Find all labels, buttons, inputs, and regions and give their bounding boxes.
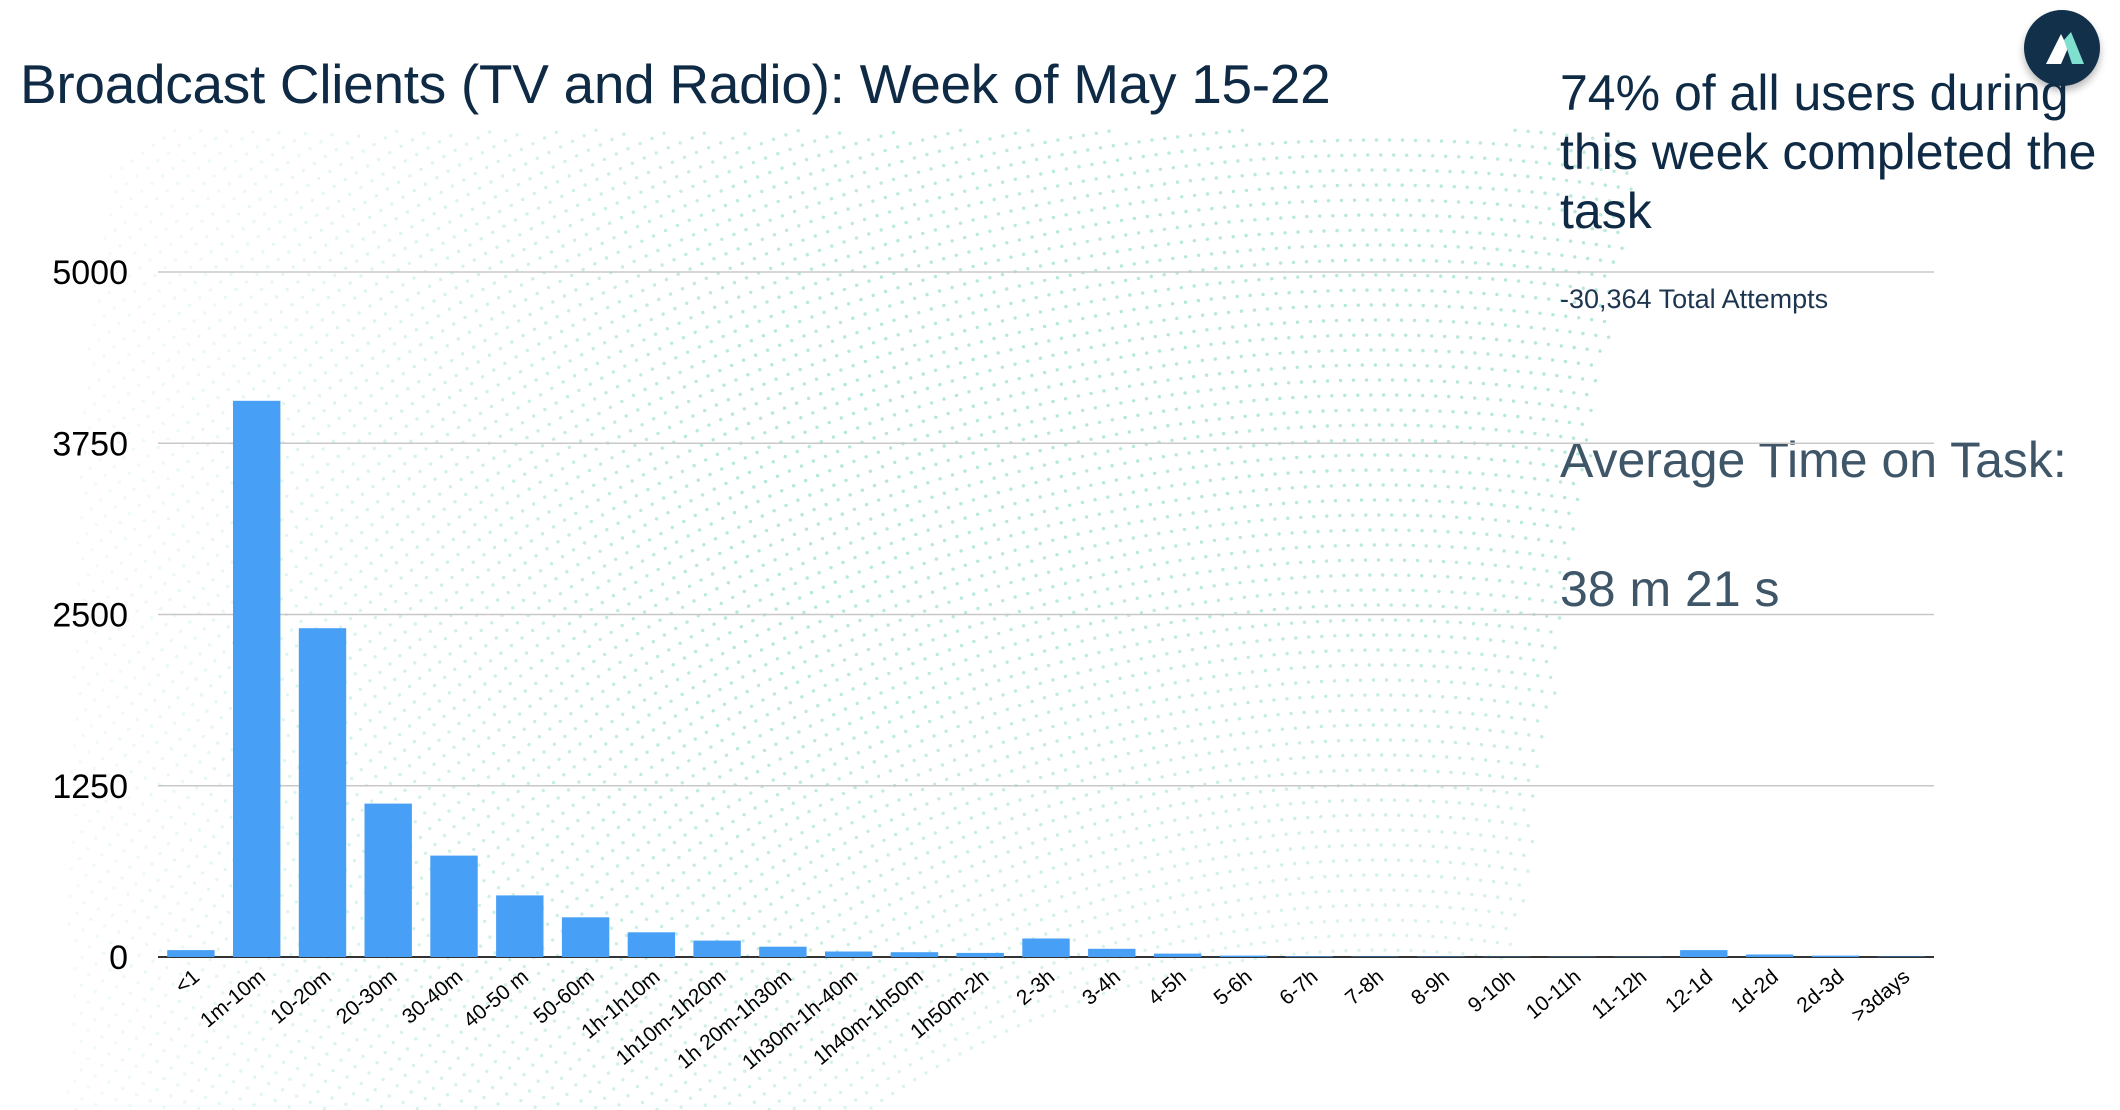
y-tick-label: 1250 bbox=[52, 768, 128, 806]
x-tick-label: 7-8h bbox=[1341, 965, 1388, 1010]
bar bbox=[890, 952, 939, 957]
bar bbox=[233, 400, 281, 957]
bar bbox=[1088, 948, 1136, 957]
bar bbox=[1680, 950, 1728, 957]
x-tick-label: 1h30m-1h-40m bbox=[738, 965, 862, 1074]
y-tick-label: 0 bbox=[109, 939, 128, 977]
x-tick-label: 20-30m bbox=[332, 965, 401, 1028]
bar bbox=[759, 946, 807, 957]
bar bbox=[1153, 953, 1202, 957]
bar bbox=[298, 628, 347, 957]
x-tick-label: 4-5h bbox=[1144, 965, 1191, 1010]
x-tick-label: 40-50 m bbox=[459, 965, 533, 1032]
x-tick-label: 11-12h bbox=[1588, 965, 1652, 1024]
bar bbox=[1022, 938, 1070, 957]
x-tick-label: 8-9h bbox=[1407, 965, 1454, 1010]
bar bbox=[1219, 955, 1268, 957]
y-tick-label: 2500 bbox=[52, 597, 128, 635]
bar bbox=[693, 940, 741, 957]
x-tick-label: 3-4h bbox=[1078, 965, 1125, 1010]
triangle-logo-icon bbox=[2046, 32, 2084, 64]
bar bbox=[1811, 955, 1860, 957]
y-tick-label: 3750 bbox=[52, 425, 128, 463]
bar bbox=[1285, 956, 1333, 957]
page-title: Broadcast Clients (TV and Radio): Week o… bbox=[20, 53, 1331, 115]
x-tick-label: 10-20m bbox=[266, 965, 335, 1028]
x-tick-label: 2d-3d bbox=[1793, 965, 1849, 1017]
average-time-label: Average Time on Task: bbox=[1560, 432, 2067, 488]
y-tick-label: 5000 bbox=[52, 254, 128, 292]
x-tick-label: 30-40m bbox=[398, 965, 467, 1028]
brand-logo bbox=[2024, 10, 2100, 86]
x-tick-label: <1 bbox=[171, 965, 204, 998]
x-tick-label: 2-3h bbox=[1012, 965, 1059, 1010]
total-attempts: -30,364 Total Attempts bbox=[1560, 284, 1829, 314]
x-tick-label: 5-6h bbox=[1210, 965, 1257, 1010]
x-tick-label: 6-7h bbox=[1275, 965, 1322, 1010]
bar bbox=[496, 895, 544, 957]
bar bbox=[1745, 954, 1794, 957]
bar bbox=[627, 932, 676, 957]
x-tick-label: >3days bbox=[1847, 965, 1914, 1027]
x-tick-label: 1m-10m bbox=[196, 965, 270, 1032]
x-tick-label: 1d-2d bbox=[1727, 965, 1783, 1017]
bar bbox=[561, 917, 610, 957]
completion-headline: 74% of all users during this week comple… bbox=[1560, 65, 2097, 239]
bar bbox=[364, 803, 412, 957]
bar bbox=[825, 951, 873, 957]
bar bbox=[430, 855, 478, 957]
x-tick-label: 9-10h bbox=[1464, 965, 1520, 1017]
average-time-value: 38 m 21 s bbox=[1560, 561, 1780, 617]
bar bbox=[956, 952, 1004, 957]
x-tick-label: 12-1d bbox=[1661, 965, 1717, 1017]
x-tick-label: 1h 20m-1h30m bbox=[673, 965, 796, 1073]
x-tick-label: 10-11h bbox=[1522, 965, 1586, 1024]
bar bbox=[167, 950, 215, 957]
